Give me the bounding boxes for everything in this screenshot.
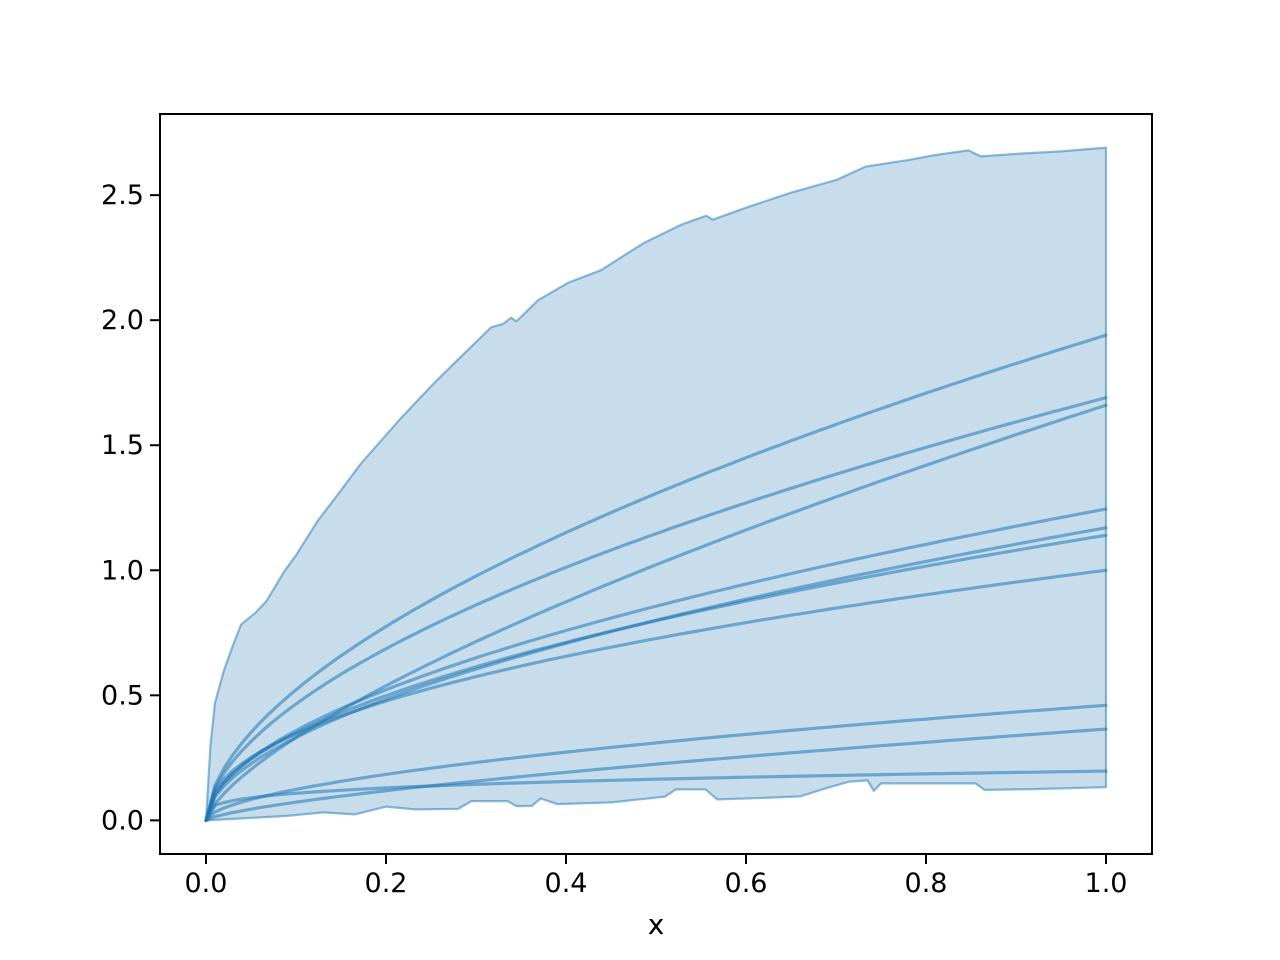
x-tick-label: 0.0 [185, 868, 228, 899]
curve-sample-1 [204, 333, 1108, 822]
x-tick-label: 0.4 [545, 868, 588, 899]
x-tick-label: 1.0 [1085, 868, 1128, 899]
y-tick-label: 2.5 [101, 180, 144, 211]
curve-sample-2 [204, 396, 1108, 822]
x-tick-label: 0.2 [365, 868, 408, 899]
y-tick-label: 0.5 [101, 680, 144, 711]
axes-spines [159, 113, 1153, 855]
axes-frame [159, 113, 1153, 855]
y-tick-label: 1.0 [101, 555, 144, 586]
y-axis: 0.0 0.5 1.0 1.5 2.0 2.5 [101, 180, 160, 836]
curve-sample-4 [204, 507, 1108, 822]
x-axis: 0.0 0.2 0.4 0.6 0.8 1.0 [185, 854, 1128, 899]
curve-sample-8 [204, 703, 1108, 822]
confidence-band [204, 146, 1108, 822]
curve-sample-10 [204, 769, 1108, 822]
x-tick-label: 0.8 [905, 868, 948, 899]
curve-sample-7 [204, 568, 1108, 822]
x-tick-label: 0.6 [725, 868, 768, 899]
curve-sample-9 [204, 727, 1108, 822]
confidence-band-group [204, 146, 1108, 822]
y-tick-label: 1.5 [101, 430, 144, 461]
y-tick-label: 0.0 [101, 805, 144, 836]
y-tick-label: 2.0 [101, 305, 144, 336]
sample-curves-group [204, 333, 1108, 822]
x-axis-label: x [648, 908, 665, 941]
curve-sample-6 [204, 533, 1108, 822]
